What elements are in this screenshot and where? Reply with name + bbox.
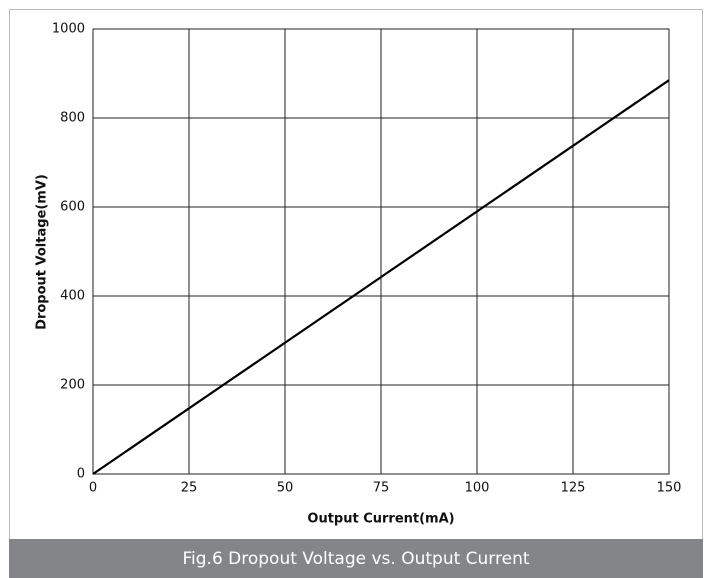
x-tick-label: 150 (657, 481, 682, 496)
y-tick-label: 0 (77, 467, 85, 482)
x-tick-label: 0 (89, 481, 97, 496)
y-tick-label: 800 (60, 111, 85, 126)
caption-bar (9, 539, 703, 578)
x-tick-label: 50 (277, 481, 294, 496)
x-tick-label: 125 (561, 481, 586, 496)
x-tick-label: 25 (181, 481, 198, 496)
chart-title: Fig.6 Dropout Voltage vs. Output Current (182, 549, 529, 569)
x-tick-label: 75 (373, 481, 390, 496)
x-tick-label: 100 (465, 481, 490, 496)
y-tick-label: 600 (60, 200, 85, 215)
y-axis-title: Dropout Voltage(mV) (35, 174, 50, 330)
data-line (92, 79, 670, 475)
y-tick-label: 1000 (52, 22, 85, 37)
y-tick-label: 200 (60, 378, 85, 393)
x-axis-title: Output Current(mA) (307, 512, 454, 527)
y-tick-label: 400 (60, 289, 85, 304)
